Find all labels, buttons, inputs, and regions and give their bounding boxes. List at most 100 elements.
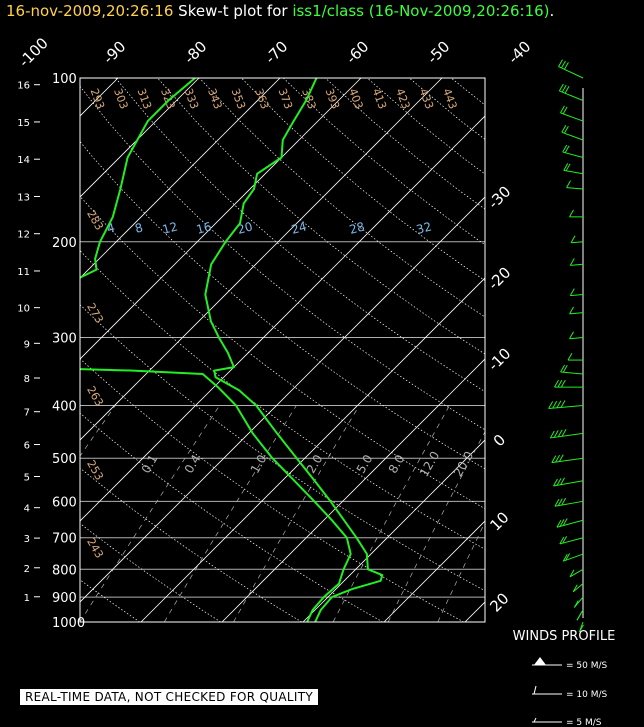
height-tick-label: 7: [24, 408, 30, 419]
pressure-tick-label: 200: [52, 236, 77, 251]
height-tick-label: 15: [17, 118, 30, 129]
wind-barb-flag: [556, 519, 562, 528]
wind-barb: [558, 66, 584, 79]
isotherm-line: [464, 601, 485, 622]
wind-barb-flag: [560, 105, 565, 114]
wind-barb-flag: [560, 400, 566, 408]
theta-top-label: 433: [417, 87, 436, 111]
theta-top-label: 393: [323, 87, 342, 111]
theta-left-label: 243: [84, 536, 106, 561]
quality-disclaimer: REAL-TIME DATA, NOT CHECKED FOR QUALITY: [20, 689, 318, 705]
wind-barb-flag: [562, 144, 568, 153]
wind-barb: [569, 337, 584, 340]
height-tick-label: 9: [24, 339, 30, 350]
isotherm-line: [140, 277, 485, 622]
temp-top-label: -100: [15, 34, 52, 71]
wind-barb: [548, 405, 584, 410]
wind-barb: [559, 537, 584, 545]
wind-barb-flag: [573, 600, 579, 608]
wind-barb-flag: [567, 352, 573, 361]
mixing-ratio-line: [437, 521, 485, 622]
isotherm-line: [383, 520, 485, 622]
theta-left-label: 263: [84, 384, 106, 409]
temp-right-label: -10: [484, 344, 514, 374]
wind-barb-flag: [560, 364, 566, 373]
wind-barb-flag: [549, 430, 555, 439]
theta-left-label: 283: [84, 208, 106, 233]
height-tick-label: 16: [17, 81, 30, 92]
wind-barb: [566, 187, 584, 190]
wind-barb-flag: [561, 497, 567, 506]
wind-barb-flag: [557, 498, 563, 506]
dry-adiabat: [283, 78, 485, 246]
wind-barb-flag: [562, 535, 568, 544]
mixing-ratio-label: 12: [161, 219, 179, 236]
isotherm-line: [302, 439, 485, 622]
isotherm-line: [80, 115, 485, 522]
isotherm-line: [627, 78, 644, 622]
wind-barb-flag: [569, 569, 575, 578]
isotherm-line: [80, 196, 485, 603]
wind-barb-flag: [557, 429, 563, 438]
wind-legend-label: = 5 M/S: [566, 718, 602, 727]
dry-adiabat: [619, 78, 644, 622]
mixing-ratio-lower-label: 0.4: [182, 452, 204, 476]
mixing-ratio-line: [80, 405, 220, 622]
wind-barb: [553, 480, 584, 487]
wind-barb: [560, 112, 584, 122]
dry-adiabat: [80, 195, 485, 510]
height-tick-label: 6: [24, 441, 30, 452]
wind-barb: [570, 263, 584, 266]
mixing-ratio-label: 32: [415, 219, 433, 236]
winds-profile: WINDS PROFILE = 50 M/S = 10 M/S = 5 M/S: [513, 59, 615, 727]
dry-adiabat: [80, 467, 302, 622]
wind-barb-flag: [562, 364, 568, 373]
wind-barb-flag: [560, 477, 565, 485]
pressure-tick-label: 900: [52, 591, 77, 606]
wind-barb-flag: [556, 400, 562, 409]
dry-adiabat: [80, 141, 485, 470]
wind-barb-flag: [560, 379, 566, 388]
wind-barb-flag: [561, 60, 566, 69]
wind-barb-flag: [569, 331, 574, 339]
pressure-tick-label: 800: [52, 563, 77, 578]
wind-barb-flag: [553, 478, 558, 487]
theta-top-label: 313: [135, 87, 154, 111]
temp-top-label: -70: [261, 37, 291, 67]
mixing-ratio-lower-label: 8.0: [386, 452, 408, 476]
isotherm-line: [80, 78, 281, 279]
height-tick-label: 11: [17, 267, 30, 278]
wind-barb-flag: [559, 536, 565, 545]
height-tick-label: 8: [24, 374, 30, 385]
wind-barb-flag: [569, 288, 575, 296]
theta-top-label: 333: [182, 87, 201, 111]
wind-barb-flag: [569, 258, 575, 266]
grid-lines: [80, 78, 644, 622]
theta-top-label: 373: [276, 87, 295, 111]
mixing-ratio-label: 24: [290, 219, 308, 236]
wind-barb-flag: [559, 519, 565, 527]
dry-adiabat: [577, 78, 644, 622]
title-date: 16-nov-2009,20:26:16: [6, 2, 174, 20]
height-tick-label: 5: [24, 473, 30, 484]
wind-barb: [569, 568, 584, 578]
mixing-ratio-lower-label: 12.0: [417, 449, 442, 479]
mixing-ratio-lower-label: 1.0: [248, 452, 270, 476]
wind-barb: [569, 312, 584, 315]
pressure-tick-label: 100: [52, 72, 77, 87]
theta-top-label: 343: [205, 87, 224, 111]
theta-top-label: 443: [440, 87, 459, 111]
isotherm-line: [80, 78, 362, 360]
wind-barb: [562, 151, 584, 158]
theta-top-label: 363: [252, 87, 271, 111]
pressure-tick-label: 300: [52, 332, 77, 347]
wind-barb-flag: [558, 83, 564, 92]
mixing-ratio-line: [387, 431, 485, 622]
pressure-tick-label: 400: [52, 400, 77, 415]
wind-barb: [559, 90, 584, 101]
dewpoint-series-line: [80, 78, 352, 622]
wind-barb: [561, 131, 584, 141]
pressure-tick-label: 500: [52, 452, 77, 467]
wind-barb-flag: [562, 553, 568, 562]
